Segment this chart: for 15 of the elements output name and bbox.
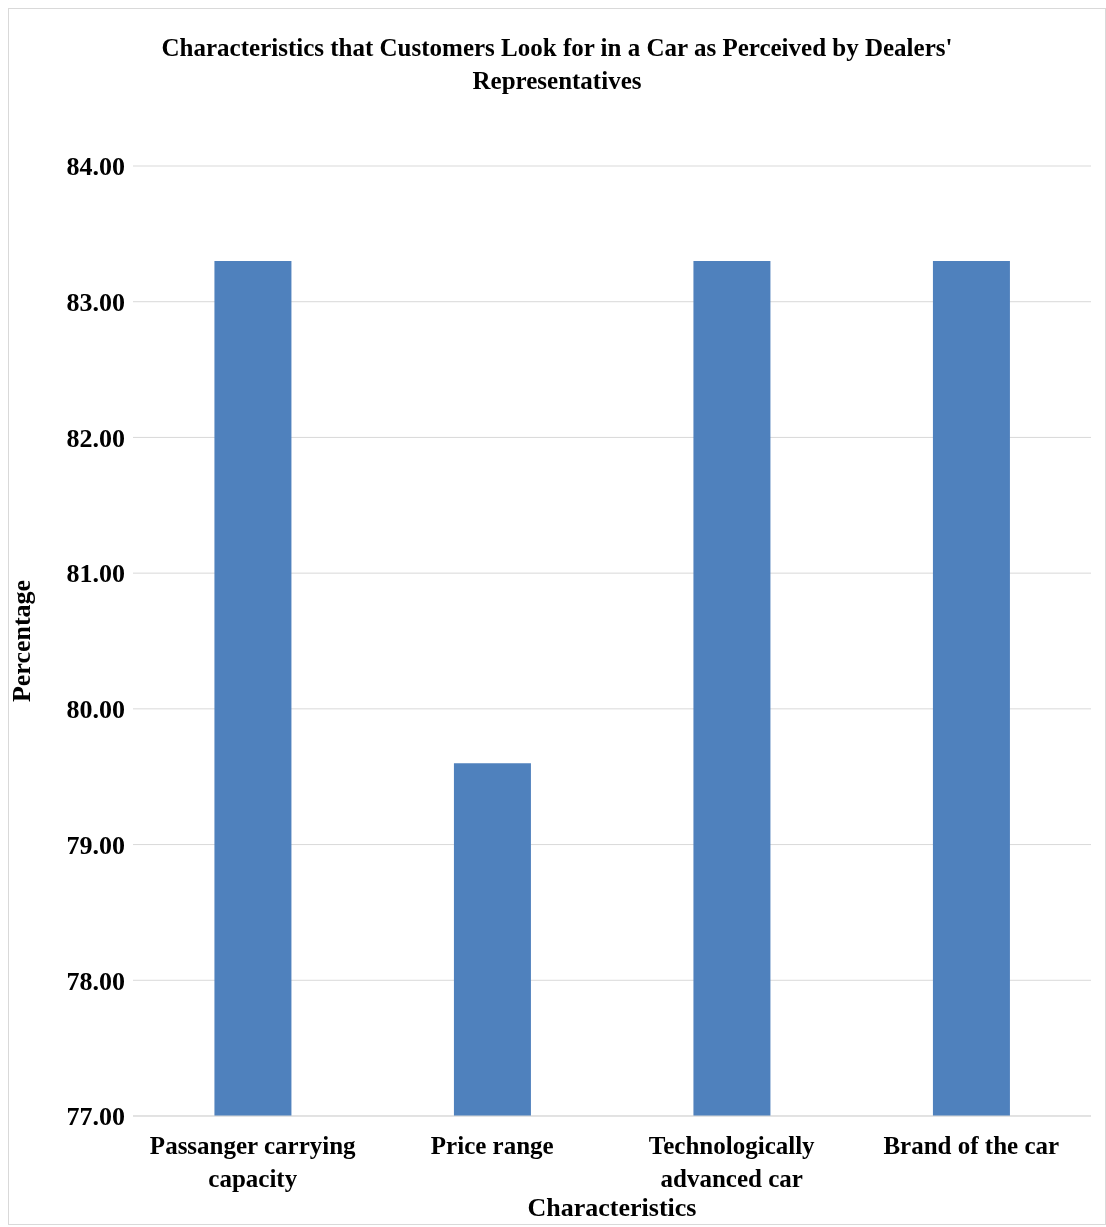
x-tick-label: Technologically advanced car bbox=[648, 1132, 816, 1192]
y-tick-label: 81.00 bbox=[66, 559, 125, 589]
x-tick-label: Brand of the car bbox=[883, 1132, 1060, 1159]
y-tick-label: 79.00 bbox=[66, 830, 125, 860]
y-axis-title: Percentage bbox=[7, 579, 37, 703]
y-tick-label: 83.00 bbox=[66, 287, 125, 317]
x-tick-label: Passanger carrying capacity bbox=[149, 1132, 357, 1192]
y-tick-label: 82.00 bbox=[66, 423, 125, 453]
x-tick-label: Price range bbox=[430, 1132, 554, 1159]
y-tick-label: 78.00 bbox=[66, 966, 125, 996]
chart-title: Characteristics that Customers Look for in a Car as Perceived by Dealers' Representatives bbox=[160, 33, 954, 96]
y-tick-label: 84.00 bbox=[66, 152, 125, 182]
y-tick-label: 80.00 bbox=[66, 695, 125, 725]
x-axis-title: Characteristics bbox=[527, 1193, 697, 1222]
y-tick-label: 77.00 bbox=[66, 1102, 125, 1132]
